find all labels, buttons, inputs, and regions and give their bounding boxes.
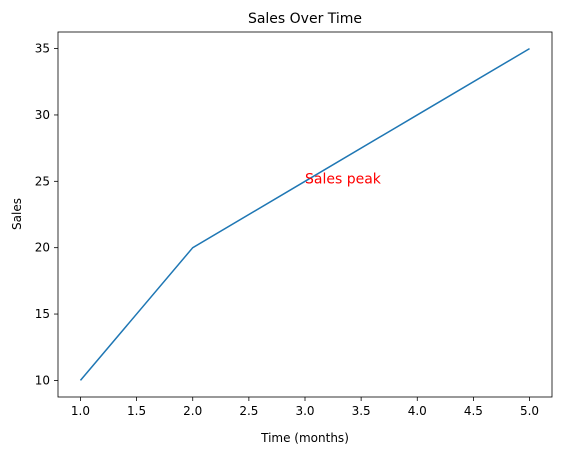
x-tick-label: 4.5 xyxy=(464,404,483,418)
x-tick-label: 3.5 xyxy=(352,404,371,418)
plot-frame xyxy=(57,31,553,398)
line-series xyxy=(79,47,530,381)
annotation: Sales peak xyxy=(305,171,382,187)
x-tick-label: 4.0 xyxy=(408,404,427,418)
x-tick-label: 2.5 xyxy=(239,404,258,418)
y-tick-label: 30 xyxy=(35,108,50,122)
y-tick-label: 35 xyxy=(35,42,50,56)
y-tick-label: 15 xyxy=(35,307,50,321)
x-tick-label: 2.0 xyxy=(183,404,202,418)
x-axis-label: Time (months) xyxy=(260,431,349,445)
y-axis-label: Sales xyxy=(10,198,24,230)
y-tick-label: 20 xyxy=(35,241,50,255)
chart-title: Sales Over Time xyxy=(248,11,362,27)
y-tick-label: 25 xyxy=(35,174,50,188)
x-tick-label: 5.0 xyxy=(520,404,539,418)
x-tick-label: 1.5 xyxy=(127,404,146,418)
x-tick-label: 1.0 xyxy=(71,404,90,418)
x-tick-label: 3.0 xyxy=(295,404,314,418)
y-tick-label: 10 xyxy=(35,373,50,387)
